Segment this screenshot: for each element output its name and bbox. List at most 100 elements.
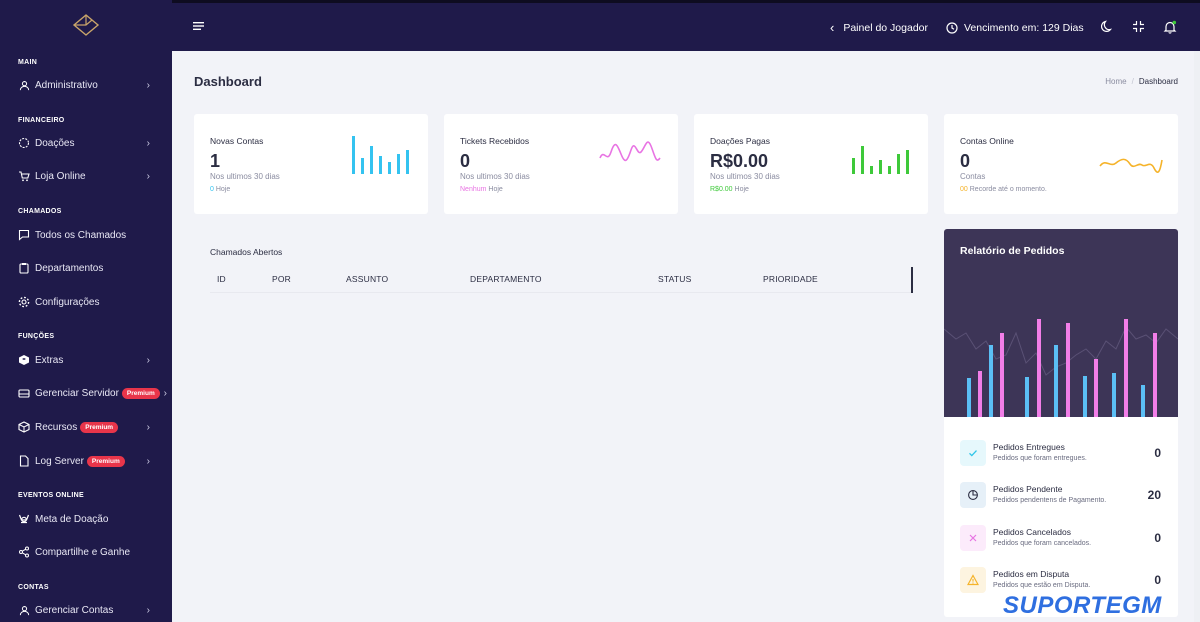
card-foot: R$0.00 Hoje [710,186,749,193]
column-header-id[interactable]: ID [217,274,226,284]
sidebar-item-todos-os-chamados[interactable]: Todos os Chamados [0,224,172,246]
sidebar-item-administrativo[interactable]: Administrativo › [0,74,172,96]
sidebar-item-gerenciar-servidor[interactable]: Gerenciar Servidor Premium › [0,382,172,404]
card-value: R$0.00 [710,151,769,171]
column-header-status[interactable]: STATUS [658,274,692,284]
report-row-pendente: Pedidos Pendente Pedidos pendentens de P… [960,482,1164,510]
compress-icon [1133,21,1144,32]
report-row-entregues: Pedidos Entregues Pedidos que foram entr… [960,440,1164,468]
sidebar-item-departamentos[interactable]: Departamentos [0,257,172,279]
report-row-name: Pedidos Cancelados [993,527,1071,537]
report-row-cancelados: Pedidos Cancelados Pedidos que foram can… [960,525,1164,553]
user-icon [18,604,30,616]
table-scroll-indicator[interactable] [911,267,913,293]
theme-toggle-button[interactable] [1101,20,1114,38]
report-row-name: Pedidos Entregues [993,442,1065,452]
report-bar-chart-icon [944,319,1178,417]
report-row-name: Pedidos Pendente [993,484,1063,494]
report-row-desc: Pedidos que foram cancelados. [993,540,1092,547]
sidebar-item-label: Recursos [35,421,78,433]
chevron-right-icon: › [146,354,150,366]
fullscreen-button[interactable] [1132,20,1145,38]
pie-icon [960,482,986,508]
report-title: Relatório de Pedidos [960,245,1065,257]
sidebar-section-funcoes: FUNÇÕES [18,333,55,340]
sidebar-item-label: Doações [35,137,75,149]
column-header-prioridade[interactable]: PRIORIDADE [763,274,818,284]
stat-card-doacoes-pagas: Doações Pagas R$0.00 Nos ultimos 30 dias… [694,114,928,214]
sidebar-item-compartilhe-e-ganhe[interactable]: Compartilhe e Ganhe [0,541,172,563]
sidebar-item-doacoes[interactable]: Doações › [0,132,172,154]
chevron-left-icon: ‹ [830,20,835,35]
breadcrumb-current: Dashboard [1138,77,1178,86]
expiry-label: Vencimento em: 129 Dias [964,22,1084,34]
chat-icon [18,229,30,241]
sidebar-item-extras[interactable]: Extras › [0,349,172,371]
sidebar-section-contas: CONTAS [18,584,49,591]
stat-card-contas-online: Contas Online 0 Contas 00 Recorde até o … [944,114,1178,214]
sidebar-section-main: MAIN [18,59,38,66]
moon-icon [1101,20,1113,32]
sidebar-item-label: Loja Online [35,170,86,182]
sidebar-item-log-server[interactable]: Log Server Premium › [0,450,172,472]
card-sub: Nos ultimos 30 dias [710,172,780,181]
column-header-assunto[interactable]: ASSUNTO [346,274,389,284]
card-foot-value: 0 [210,186,214,193]
watermark: SUPORTEGM [1003,592,1162,619]
table-divider [210,292,912,293]
chevron-right-icon: › [146,421,150,433]
logo[interactable] [0,0,172,50]
report-bars [967,319,1157,417]
x-icon [960,525,986,551]
stat-card-novas-contas: Novas Contas 1 Nos ultimos 30 dias 0 Hoj… [194,114,428,214]
page-scrollbar[interactable] [1194,51,1200,622]
card-foot: 0 Hoje [210,186,230,193]
sidebar-item-meta-de-doacao[interactable]: Meta de Doação [0,508,172,530]
sidebar-item-recursos[interactable]: Recursos Premium › [0,416,172,438]
trophy-icon [18,513,30,525]
chevron-right-icon: › [146,137,150,149]
player-panel-link[interactable]: ‹ Painel do Jogador [830,20,928,35]
card-foot: Nenhum Hoje [460,186,503,193]
card-foot-value: 00 [960,186,968,193]
bell-icon [1163,20,1177,34]
sidebar-item-loja-online[interactable]: Loja Online › [0,165,172,187]
report-row-desc: Pedidos que estão em Disputa. [993,582,1091,589]
card-label: Contas Online [960,136,1014,146]
card-foot-value: R$0.00 [710,186,733,193]
column-header-departamento[interactable]: DEPARTAMENTO [470,274,542,284]
column-header-por[interactable]: POR [272,274,292,284]
chevron-right-icon: › [146,79,150,91]
report-row-value: 0 [1154,573,1161,587]
card-foot-value: Nenhum [460,186,487,193]
report-row-disputa: Pedidos em Disputa Pedidos que estão em … [960,567,1164,595]
card-foot-text: Recorde até o momento. [969,186,1047,193]
card-sub: Nos ultimos 30 dias [460,172,530,181]
menu-toggle-button[interactable] [192,19,206,37]
sidebar-item-label: Departamentos [35,262,104,274]
mini-wave-chart-icon [1099,158,1163,173]
breadcrumb-home[interactable]: Home [1105,77,1127,86]
notifications-button[interactable] [1163,20,1177,39]
sidebar-item-label: Compartilhe e Ganhe [35,546,131,558]
warning-icon [960,567,986,593]
chevron-right-icon: › [146,455,150,467]
chevron-right-icon: › [163,387,167,399]
hamburger-icon [193,22,204,30]
sidebar-section-financeiro: FINANCEIRO [18,117,65,124]
card-foot-text: Hoje [488,186,503,193]
sidebar-item-label: Administrativo [35,79,98,91]
card-foot-text: Hoje [734,186,749,193]
cart-icon [18,170,30,182]
report-chart-area: Relatório de Pedidos [944,229,1178,417]
table-title: Chamados Abertos [210,247,283,257]
sidebar-item-configuracoes[interactable]: Configurações [0,291,172,313]
expiry-indicator: Vencimento em: 129 Dias [946,22,1084,34]
premium-badge: Premium [121,387,160,399]
report-row-name: Pedidos em Disputa [993,569,1070,579]
player-panel-label: Painel do Jogador [843,22,928,34]
sidebar: MAIN Administrativo › FINANCEIRO Doações… [0,0,172,622]
sidebar-item-label: Extras [35,354,64,366]
sidebar-item-gerenciar-contas[interactable]: Gerenciar Contas › [0,599,172,621]
mini-bar-chart-icon [352,136,409,174]
